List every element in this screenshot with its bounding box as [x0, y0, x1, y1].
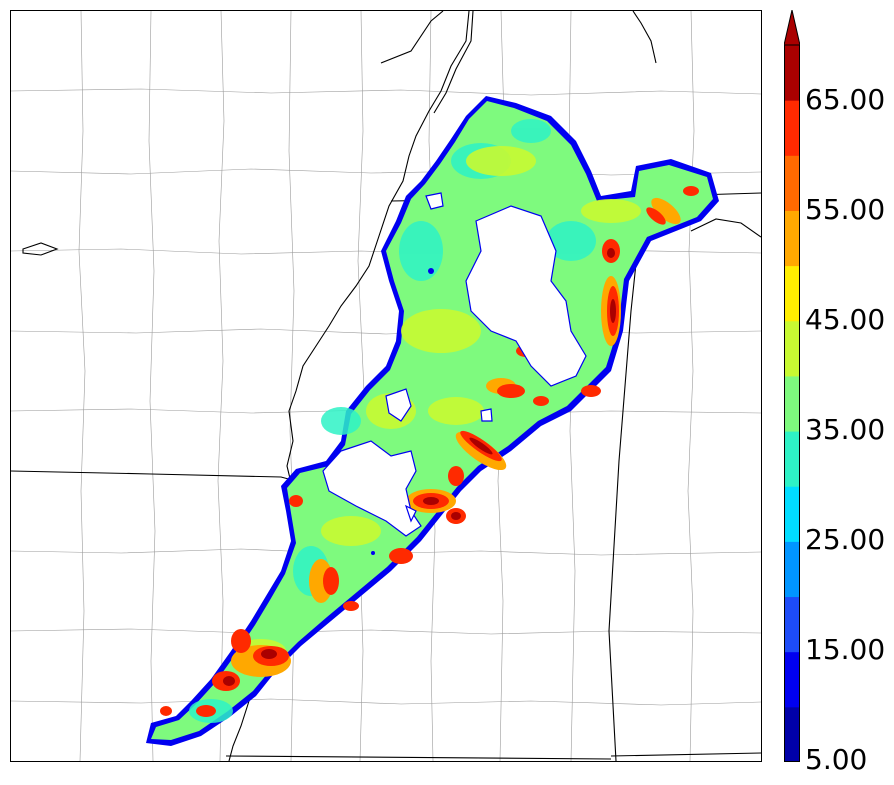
colorbar-segment — [784, 155, 800, 211]
colorbar-outline — [784, 44, 800, 762]
colorbar-label: 35.00 — [805, 413, 886, 446]
colorbar-segment — [784, 375, 800, 432]
colorbar-label: 65.00 — [805, 83, 886, 116]
reflectivity-field — [146, 96, 719, 746]
colorbar-segment — [784, 596, 800, 653]
peak-echo-cores — [223, 248, 616, 686]
colorbar-segment — [784, 541, 800, 598]
colorbar-label: 5.00 — [805, 743, 868, 776]
colorbar-segment — [784, 210, 800, 267]
colorbar-label: 25.00 — [805, 523, 886, 556]
colorbar-label: 45.00 — [805, 303, 886, 336]
colorbar-segment — [784, 431, 800, 487]
colorbar-segment — [784, 706, 800, 762]
echo-holes — [322, 192, 587, 537]
colorbar-segment — [784, 45, 800, 101]
colorbar-segment — [784, 100, 800, 156]
colorbar-label: 55.00 — [805, 193, 886, 226]
isolated-echo — [428, 268, 434, 274]
colorbar-extend-arrow — [784, 10, 800, 46]
map-panel — [10, 10, 762, 762]
isolated-echo — [371, 551, 375, 555]
colorbar-segment — [784, 651, 800, 708]
colorbar-segment — [784, 265, 800, 322]
reflectivity-map — [11, 11, 761, 761]
colorbar-label: 15.00 — [805, 633, 886, 666]
colorbar-segment — [784, 320, 800, 377]
colorbar-segment — [784, 486, 800, 542]
colorbar — [784, 10, 800, 762]
